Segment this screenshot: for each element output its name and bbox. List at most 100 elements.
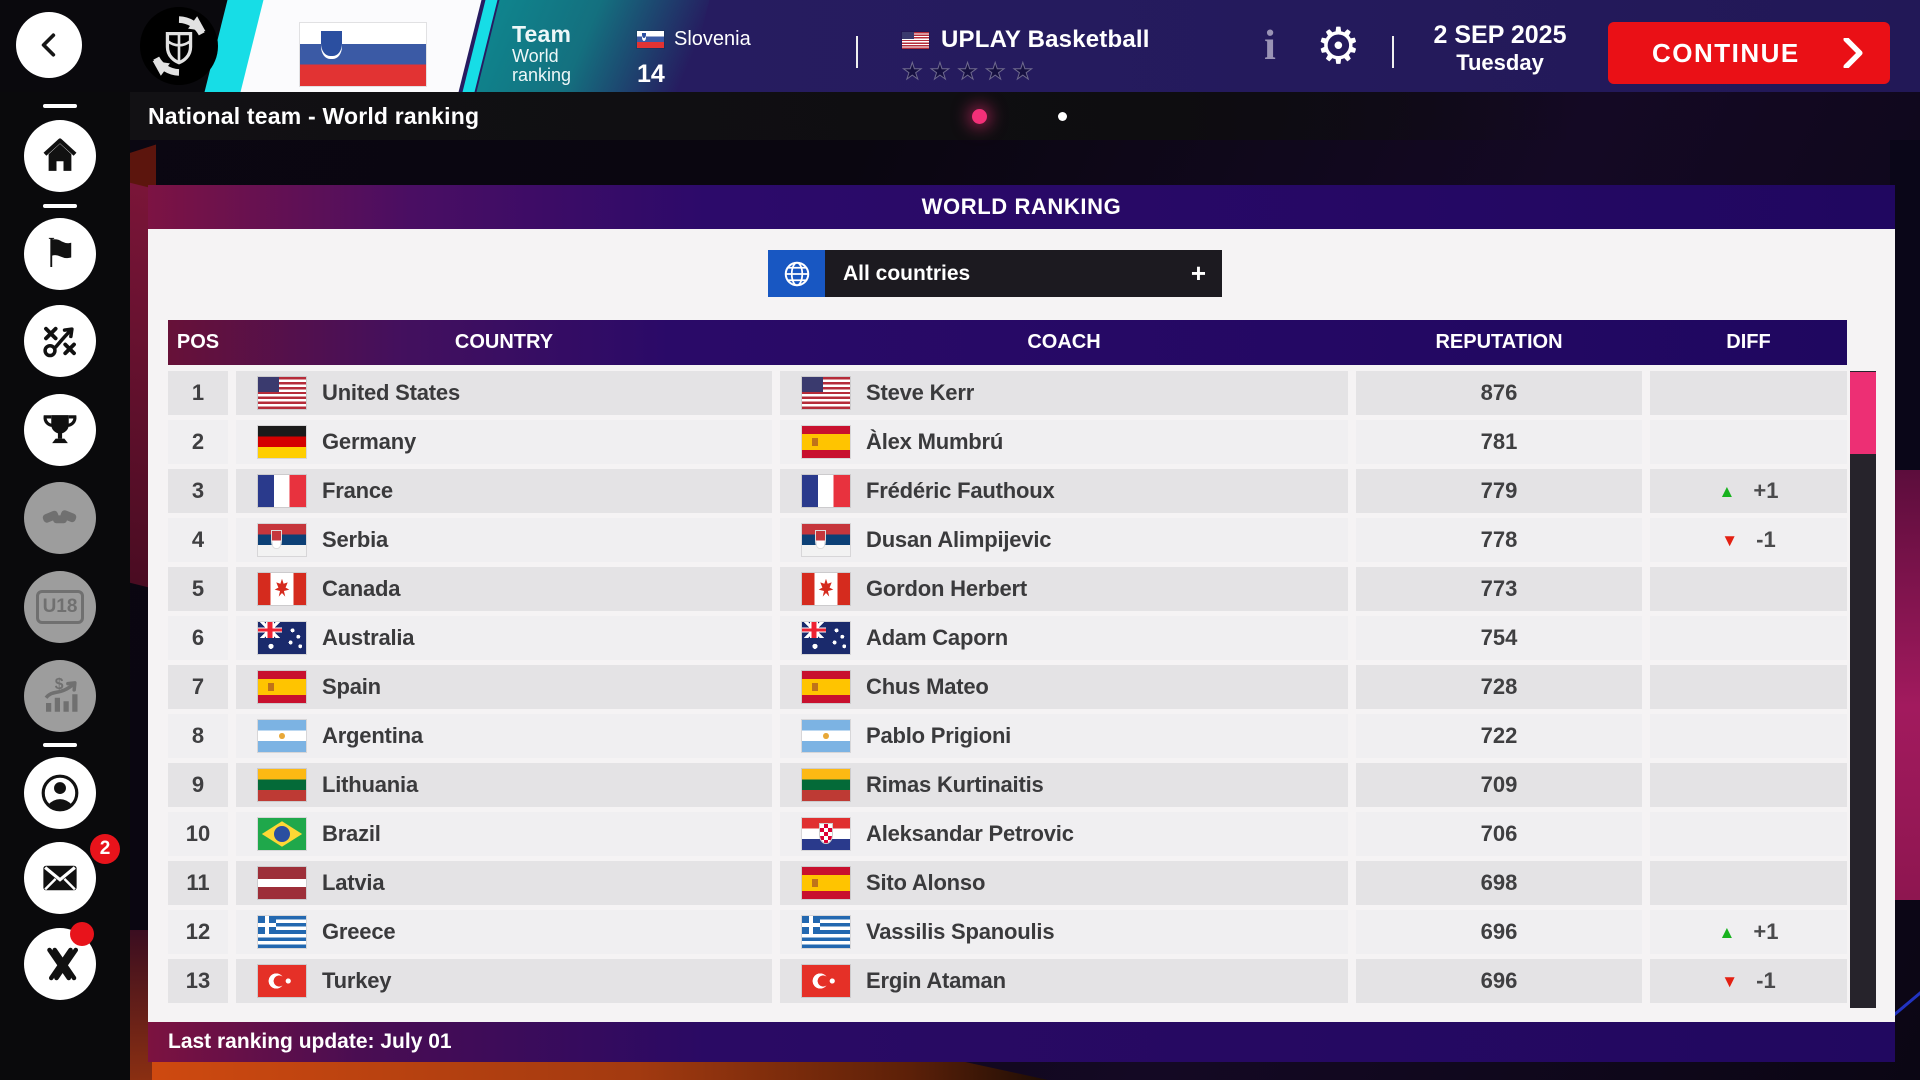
coach-cell: Gordon Herbert	[780, 567, 1348, 611]
coach-name: Aleksandar Petrovic	[866, 821, 1074, 846]
col-header-diff: DIFF	[1726, 331, 1771, 353]
coach-name: Pablo Prigioni	[866, 723, 1012, 748]
table-header: POS COUNTRY COACH REPUTATION DIFF	[168, 320, 1847, 365]
col-header-country: COUNTRY	[454, 331, 554, 353]
country-name: Australia	[322, 625, 415, 650]
sidebar-item-tactics[interactable]	[24, 305, 96, 377]
sidebar-item-u18: U18	[24, 571, 96, 643]
reputation-cell: 696	[1356, 959, 1642, 1003]
table-row[interactable]: 6 Australia Adam Caporn 754	[168, 616, 1847, 660]
reputation-cell: 722	[1356, 714, 1642, 758]
col-header-reputation: REPUTATION	[1435, 331, 1563, 353]
table-row[interactable]: 3 France Frédéric Fauthoux 779 ▲ +1	[168, 469, 1847, 513]
page-dot[interactable]	[1058, 112, 1067, 121]
table-row[interactable]: 5 Canada Gordon Herbert 773	[168, 567, 1847, 611]
breadcrumb: National team - World ranking	[148, 102, 480, 129]
table-row[interactable]: 9 Lithuania Rimas Kurtinaitis 709	[168, 763, 1847, 807]
mail-badge: 2	[90, 834, 120, 864]
country-flag-icon	[258, 426, 306, 458]
coach-name: Vassilis Spanoulis	[866, 919, 1055, 944]
table-row[interactable]: 7 Spain Chus Mateo 728	[168, 665, 1847, 709]
coach-flag-icon	[802, 524, 850, 556]
coach-name: Rimas Kurtinaitis	[866, 772, 1044, 797]
sidebar-item-deals	[24, 482, 96, 554]
coach-name: Dusan Alimpijevic	[866, 527, 1052, 552]
back-button[interactable]	[16, 12, 82, 78]
sidebar-item-national-team[interactable]: ⚑	[24, 218, 96, 290]
pos-cell: 11	[168, 861, 228, 905]
home-icon	[43, 138, 77, 171]
country-flag-icon	[258, 867, 306, 899]
reputation-cell: 698	[1356, 861, 1642, 905]
table-row[interactable]: 2 Germany Àlex Mumbrú 781	[168, 420, 1847, 464]
diff-arrow-icon: ▲	[1718, 481, 1736, 501]
diff-value: +1	[1753, 478, 1779, 503]
page-dot-active[interactable]	[972, 109, 987, 124]
col-header-pos: POS	[176, 331, 220, 353]
country-filter-dropdown[interactable]: All countries +	[768, 250, 1222, 297]
table-row[interactable]: 11 Latvia Sito Alonso 698	[168, 861, 1847, 905]
table-row[interactable]: 13 Turkey Ergin Ataman 696 ▼ -1	[168, 959, 1847, 1003]
coach-flag-icon	[802, 573, 850, 605]
scrollbar-track[interactable]	[1850, 371, 1876, 1008]
coach-flag-icon	[802, 965, 850, 997]
bg-shape	[1890, 140, 1920, 470]
pos-cell: 12	[168, 910, 228, 954]
country-name: Turkey	[322, 968, 392, 993]
coach-flag-icon	[802, 426, 850, 458]
sidebar-item-competitions[interactable]	[24, 394, 96, 466]
sidebar-item-home[interactable]	[24, 120, 96, 192]
profile-icon	[41, 774, 79, 812]
continue-button[interactable]: CONTINUE	[1608, 22, 1890, 84]
info-icon[interactable]: i	[1264, 23, 1276, 69]
coach-flag-icon	[802, 475, 850, 507]
reputation-cell: 696	[1356, 910, 1642, 954]
country-name: Spain	[322, 674, 381, 699]
coach-name: Steve Kerr	[866, 380, 975, 405]
sidebar-item-social[interactable]	[24, 922, 96, 1000]
bg-shape	[1890, 470, 1920, 900]
breadcrumb-bar: National team - World ranking	[130, 92, 1570, 140]
table-row[interactable]: 4 Serbia Dusan Alimpijevic 778 ▼ -1	[168, 518, 1847, 562]
pos-cell: 7	[168, 665, 228, 709]
club-stars: ★★★★★	[902, 58, 1041, 85]
app-logo-icon[interactable]	[140, 7, 218, 85]
coach-name: Sito Alonso	[866, 870, 986, 895]
diff-cell	[1650, 861, 1847, 905]
scrollbar-thumb[interactable]	[1850, 372, 1876, 454]
table-row[interactable]: 8 Argentina Pablo Prigioni 722	[168, 714, 1847, 758]
country-name: Canada	[322, 576, 401, 601]
diff-cell	[1650, 665, 1847, 709]
filter-selected-value: All countries	[843, 261, 971, 285]
country-flag-icon	[258, 916, 306, 948]
coach-flag-icon	[802, 720, 850, 752]
coach-cell: Dusan Alimpijevic	[780, 518, 1348, 562]
diff-cell	[1650, 714, 1847, 758]
table-row[interactable]: 12 Greece Vassilis Spanoulis 696 ▲ +1	[168, 910, 1847, 954]
country-flag-icon	[258, 965, 306, 997]
pos-cell: 8	[168, 714, 228, 758]
sidebar-item-inbox[interactable]: 2	[24, 834, 120, 914]
country-flag-icon	[258, 524, 306, 556]
club-name: UPLAY Basketball	[941, 26, 1150, 53]
settings-gear-icon[interactable]: ⚙	[1316, 17, 1361, 75]
country-name: Lithuania	[322, 772, 418, 797]
coach-name: Gordon Herbert	[866, 576, 1027, 601]
diff-arrow-icon: ▲	[1718, 922, 1736, 942]
reputation-cell: 781	[1356, 420, 1642, 464]
coach-name: Ergin Ataman	[866, 968, 1006, 993]
country-flag-icon	[258, 475, 306, 507]
trophy-icon	[43, 415, 77, 444]
table-row[interactable]: 1 United States Steve Kerr 876	[168, 371, 1847, 415]
table-row[interactable]: 10 Brazil Aleksandar Petrovic 706	[168, 812, 1847, 856]
country-cell: Brazil	[236, 812, 772, 856]
pos-cell: 6	[168, 616, 228, 660]
national-team-flag	[300, 23, 426, 86]
sidebar-item-profile[interactable]	[24, 757, 96, 829]
coach-cell: Àlex Mumbrú	[780, 420, 1348, 464]
coach-cell: Frédéric Fauthoux	[780, 469, 1348, 513]
tactics-icon	[43, 326, 76, 358]
bg-shape	[126, 930, 152, 1080]
diff-cell: ▲ +1	[1650, 910, 1847, 954]
coach-name: Àlex Mumbrú	[866, 429, 1004, 454]
